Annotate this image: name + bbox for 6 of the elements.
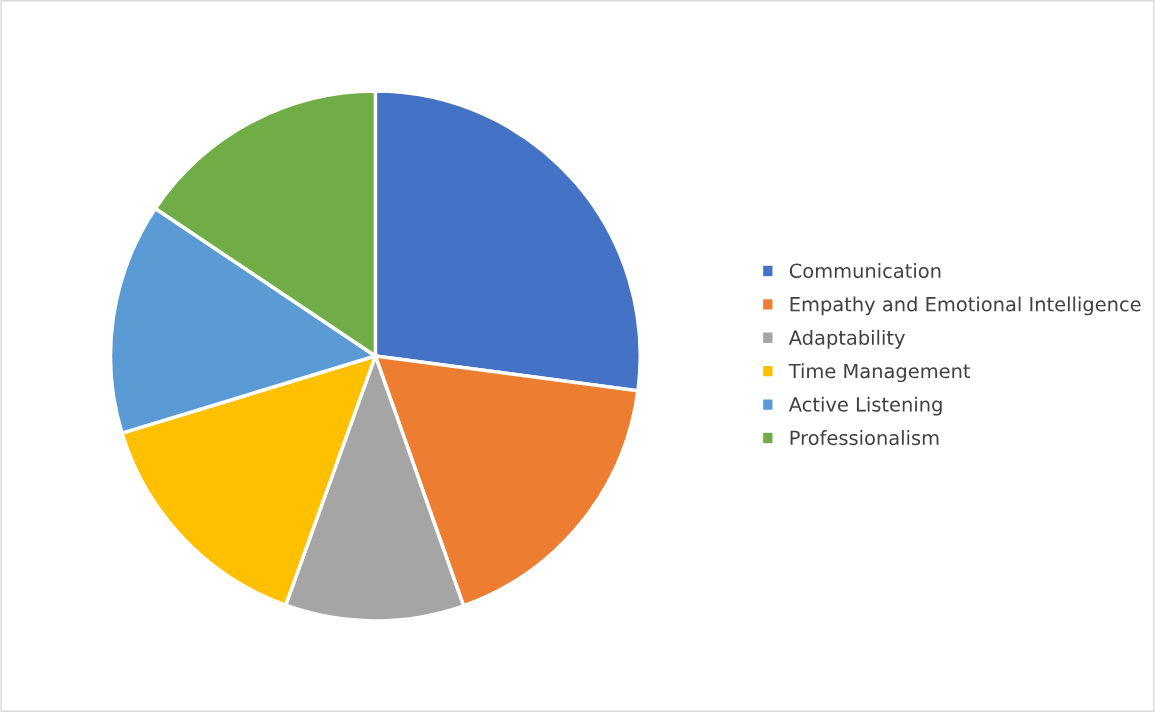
legend-label: Adaptability bbox=[788, 329, 905, 349]
legend-label: Time Management bbox=[788, 363, 971, 383]
legend-label: Professionalism bbox=[790, 430, 939, 446]
legend-label: Communication bbox=[789, 263, 941, 279]
legend-label: Active Listening bbox=[788, 396, 942, 416]
legend-label: Empathy and Emotional Intelligence bbox=[790, 296, 1141, 316]
